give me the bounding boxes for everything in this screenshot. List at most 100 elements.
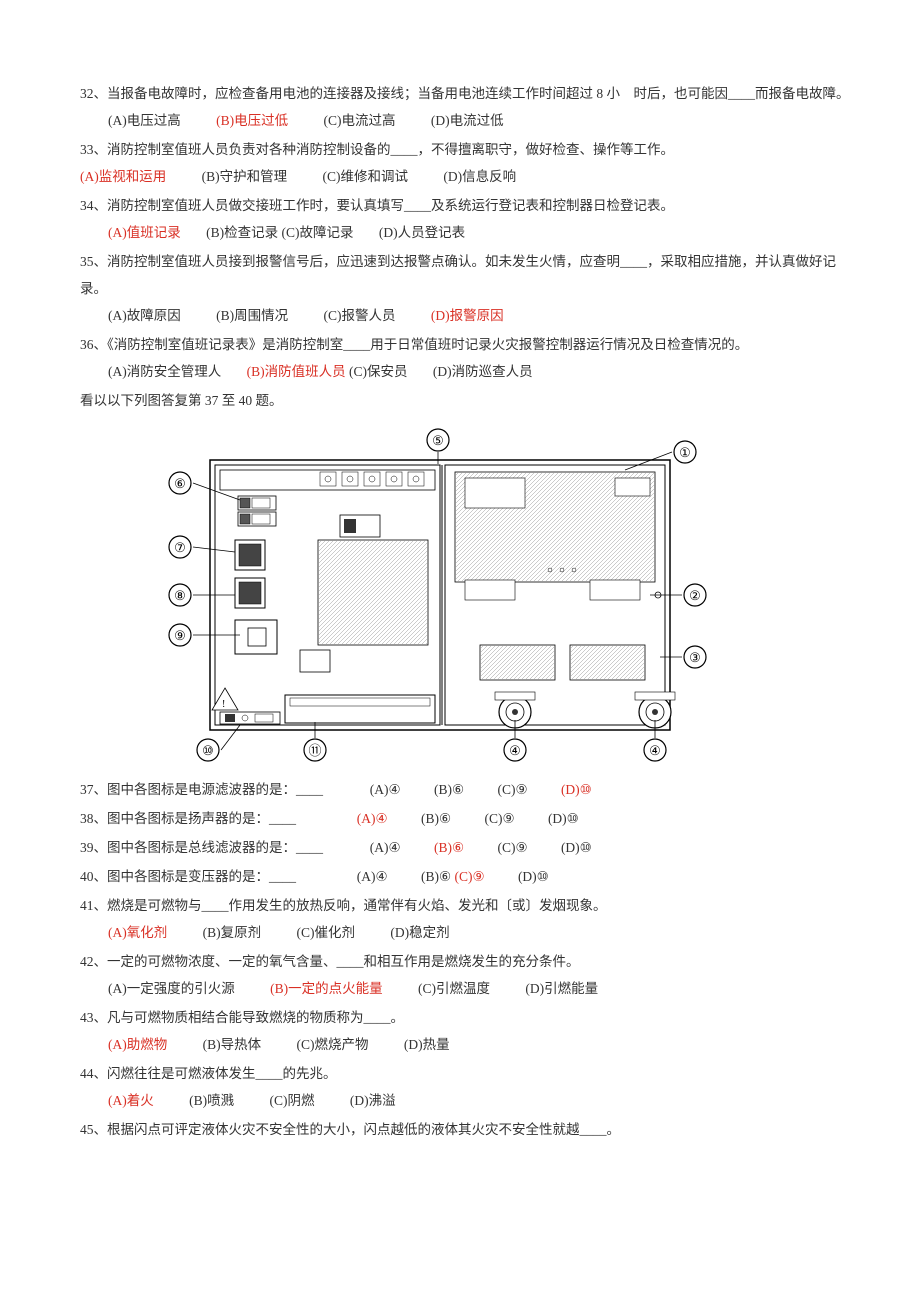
q35-opt-a: (A)故障原因 [108, 302, 181, 329]
question-43: 43、凡与可燃物质相结合能导致燃烧的物质称为____。 (A)助燃物 (B)导热… [80, 1004, 850, 1058]
question-37: 37、图中各图标是电源滤波器的是：____ (A)④ (B)⑥ (C)⑨ (D)… [80, 776, 850, 803]
question-33-text: 33、消防控制室值班人员负责对各种消防控制设备的____，不得擅离职守，做好检查… [80, 136, 850, 163]
q36-opt-d: (D)消防巡查人员 [433, 358, 533, 385]
q34-opt-b: (B)检查记录 [206, 219, 278, 246]
svg-text:!: ! [222, 699, 225, 710]
svg-text:⑪: ⑪ [308, 743, 321, 758]
q36-opt-b: (B)消防值班人员 [247, 358, 346, 385]
q41-opt-d: (D)稳定剂 [390, 919, 449, 946]
q43-opt-c: (C)燃烧产物 [297, 1031, 369, 1058]
q38-opt-d: (D)⑩ [548, 805, 579, 832]
q38-opt-a: (A)④ [357, 805, 388, 832]
svg-text:⑦: ⑦ [174, 540, 186, 555]
q38-opt-b: (B)⑥ [421, 805, 451, 832]
q40-opt-c: (C)⑨ [454, 863, 484, 890]
q37-opt-c: (C)⑨ [497, 776, 527, 803]
question-38: 38、图中各图标是扬声器的是：____ (A)④ (B)⑥ (C)⑨ (D)⑩ [80, 805, 850, 832]
q40-opt-a: (A)④ [357, 863, 388, 890]
svg-text:④: ④ [649, 743, 661, 758]
q44-opt-c: (C)阴燃 [270, 1087, 315, 1114]
question-44-text: 44、闪燃往往是可燃液体发生____的先兆。 [80, 1060, 850, 1087]
question-36: 36、《消防控制室值班记录表》是消防控制室____用于日常值班时记录火灾报警控制… [80, 331, 850, 385]
q32-opt-d: (D)电流过低 [431, 107, 504, 134]
q39-opt-c: (C)⑨ [497, 834, 527, 861]
q43-opt-d: (D)热量 [404, 1031, 450, 1058]
question-34-options: (A)值班记录 (B)检查记录 (C)故障记录 (D)人员登记表 [80, 219, 850, 246]
q38-opt-c: (C)⑨ [484, 805, 514, 832]
question-42: 42、一定的可燃物浓度、一定的氧气含量、____和相互作用是燃烧发生的充分条件。… [80, 948, 850, 1002]
question-35: 35、消防控制室值班人员接到报警信号后，应迅速到达报警点确认。如未发生火情，应查… [80, 248, 850, 329]
q41-opt-b: (B)复原剂 [203, 919, 262, 946]
q36-opt-a: (A)消防安全管理人 [108, 358, 221, 385]
cabinet-diagram: ! ① ② ③ ④ ④ ⑤ ⑥ ⑦ ⑧ ⑨ ⑩ ⑪ [120, 420, 720, 770]
question-36-text: 36、《消防控制室值班记录表》是消防控制室____用于日常值班时记录火灾报警控制… [80, 331, 850, 358]
question-35-text: 35、消防控制室值班人员接到报警信号后，应迅速到达报警点确认。如未发生火情，应查… [80, 248, 850, 302]
q34-opt-a: (A)值班记录 [108, 219, 181, 246]
q35-opt-c: (C)报警人员 [324, 302, 396, 329]
question-42-options: (A)一定强度的引火源 (B)一定的点火能量 (C)引燃温度 (D)引燃能量 [80, 975, 850, 1002]
question-45-text: 45、根据闪点可评定液体火灾不安全性的大小，闪点越低的液体其火灾不安全性就越__… [80, 1116, 850, 1143]
q43-opt-b: (B)导热体 [203, 1031, 262, 1058]
svg-text:⑩: ⑩ [202, 743, 214, 758]
question-37-text: 37、图中各图标是电源滤波器的是：____ [80, 782, 323, 797]
question-45: 45、根据闪点可评定液体火灾不安全性的大小，闪点越低的液体其火灾不安全性就越__… [80, 1116, 850, 1143]
q35-opt-b: (B)周围情况 [216, 302, 288, 329]
q34-opt-c: (C)故障记录 [282, 219, 354, 246]
q44-opt-d: (D)沸溢 [350, 1087, 396, 1114]
svg-text:⑨: ⑨ [174, 628, 186, 643]
q39-opt-a: (A)④ [370, 834, 401, 861]
question-42-text: 42、一定的可燃物浓度、一定的氧气含量、____和相互作用是燃烧发生的充分条件。 [80, 948, 850, 975]
q39-opt-d: (D)⑩ [561, 834, 592, 861]
q33-opt-c: (C)维修和调试 [323, 163, 409, 190]
q42-opt-d: (D)引燃能量 [525, 975, 598, 1002]
question-35-options: (A)故障原因 (B)周围情况 (C)报警人员 (D)报警原因 [80, 302, 850, 329]
q42-opt-a: (A)一定强度的引火源 [108, 975, 235, 1002]
question-39: 39、图中各图标是总线滤波器的是：____ (A)④ (B)⑥ (C)⑨ (D)… [80, 834, 850, 861]
question-40-text: 40、图中各图标是变压器的是：____ [80, 869, 296, 884]
q32-opt-a: (A)电压过高 [108, 107, 181, 134]
question-44-options: (A)着火 (B)喷溅 (C)阴燃 (D)沸溢 [80, 1087, 850, 1114]
question-39-text: 39、图中各图标是总线滤波器的是：____ [80, 840, 323, 855]
q43-opt-a: (A)助燃物 [108, 1031, 167, 1058]
q36-opt-c: (C)保安员 [349, 358, 408, 385]
q33-opt-a: (A)监视和运用 [80, 163, 166, 190]
q33-opt-b: (B)守护和管理 [202, 163, 288, 190]
svg-text:①: ① [679, 445, 691, 460]
svg-text:④: ④ [509, 743, 521, 758]
question-38-text: 38、图中各图标是扬声器的是：____ [80, 811, 296, 826]
q41-opt-a: (A)氧化剂 [108, 919, 167, 946]
svg-text:⑥: ⑥ [174, 476, 186, 491]
q39-opt-b: (B)⑥ [434, 834, 464, 861]
q44-opt-b: (B)喷溅 [189, 1087, 234, 1114]
q37-opt-b: (B)⑥ [434, 776, 464, 803]
question-40: 40、图中各图标是变压器的是：____ (A)④ (B)⑥ (C)⑨ (D)⑩ [80, 863, 850, 890]
question-41-text: 41、燃烧是可燃物与____作用发生的放热反响，通常伴有火焰、发光和〔或〕发烟现… [80, 892, 850, 919]
q37-opt-a: (A)④ [370, 776, 401, 803]
q42-opt-c: (C)引燃温度 [418, 975, 490, 1002]
question-32-text: 32、当报备电故障时，应检查备用电池的连接器及接线；当备用电池连续工作时间超过 … [80, 80, 850, 107]
question-32: 32、当报备电故障时，应检查备用电池的连接器及接线；当备用电池连续工作时间超过 … [80, 80, 850, 134]
question-44: 44、闪燃往往是可燃液体发生____的先兆。 (A)着火 (B)喷溅 (C)阴燃… [80, 1060, 850, 1114]
question-36-options: (A)消防安全管理人 (B)消防值班人员 (C)保安员 (D)消防巡查人员 [80, 358, 850, 385]
question-34-text: 34、消防控制室值班人员做交接班工作时，要认真填写____及系统运行登记表和控制… [80, 192, 850, 219]
svg-text:⑧: ⑧ [174, 588, 186, 603]
q32-opt-c: (C)电流过高 [324, 107, 396, 134]
q35-opt-d: (D)报警原因 [431, 302, 504, 329]
question-41: 41、燃烧是可燃物与____作用发生的放热反响，通常伴有火焰、发光和〔或〕发烟现… [80, 892, 850, 946]
q34-opt-d: (D)人员登记表 [379, 219, 465, 246]
question-32-options: (A)电压过高 (B)电压过低 (C)电流过高 (D)电流过低 [80, 107, 850, 134]
svg-text:③: ③ [689, 650, 701, 665]
question-33-options: (A)监视和运用 (B)守护和管理 (C)维修和调试 (D)信息反响 [80, 163, 850, 190]
question-34: 34、消防控制室值班人员做交接班工作时，要认真填写____及系统运行登记表和控制… [80, 192, 850, 246]
question-33: 33、消防控制室值班人员负责对各种消防控制设备的____，不得擅离职守，做好检查… [80, 136, 850, 190]
diagram-instruction: 看以以下列图答复第 37 至 40 题。 [80, 387, 850, 414]
svg-text:⑤: ⑤ [432, 433, 444, 448]
svg-text:②: ② [689, 588, 701, 603]
q44-opt-a: (A)着火 [108, 1087, 154, 1114]
q42-opt-b: (B)一定的点火能量 [270, 975, 383, 1002]
question-43-text: 43、凡与可燃物质相结合能导致燃烧的物质称为____。 [80, 1004, 850, 1031]
q37-opt-d: (D)⑩ [561, 776, 592, 803]
q41-opt-c: (C)催化剂 [297, 919, 356, 946]
q40-opt-b: (B)⑥ [421, 863, 451, 890]
question-41-options: (A)氧化剂 (B)复原剂 (C)催化剂 (D)稳定剂 [80, 919, 850, 946]
